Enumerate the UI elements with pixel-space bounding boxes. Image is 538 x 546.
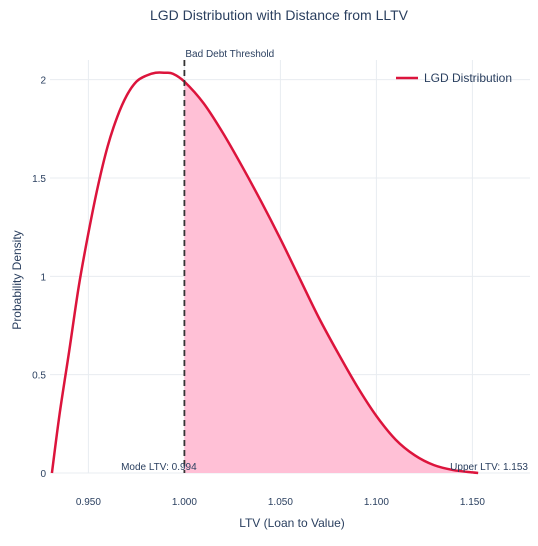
x-tick-labels: 0.950 1.000 1.050 1.100 1.150 — [76, 497, 485, 508]
x-tick-label: 1.100 — [364, 497, 389, 508]
y-tick-label: 2 — [40, 76, 46, 87]
x-tick-label: 1.150 — [460, 497, 485, 508]
series-line-layer — [50, 71, 479, 475]
area-fill — [184, 81, 479, 473]
y-tick-labels: 0 0.5 1 1.5 2 — [32, 76, 46, 480]
x-tick-label: 1.000 — [172, 497, 197, 508]
y-tick-label: 1 — [40, 272, 46, 283]
legend[interactable]: LGD Distribution — [396, 71, 512, 85]
x-axis-label: LTV (Loan to Value) — [239, 516, 345, 530]
x-tick-label: 0.950 — [76, 497, 101, 508]
annotation-upper: Upper LTV: 1.153 — [450, 462, 528, 473]
annotations: Bad Debt Threshold Mode LTV: 0.994 Upper L… — [121, 49, 528, 473]
y-tick-label: 0 — [40, 469, 46, 480]
legend-label: LGD Distribution — [424, 71, 512, 85]
x-tick-label: 1.050 — [268, 497, 293, 508]
y-tick-label: 0.5 — [32, 371, 46, 382]
chart-title: LGD Distribution with Distance from LLTV — [150, 7, 409, 23]
shaded-area — [184, 81, 479, 473]
annotation-bad-debt: Bad Debt Threshold — [185, 49, 274, 60]
series-line — [50, 71, 479, 475]
y-tick-label: 1.5 — [32, 174, 46, 185]
y-axis-label: Probability Density — [10, 230, 24, 329]
annotation-mode: Mode LTV: 0.994 — [121, 462, 197, 473]
